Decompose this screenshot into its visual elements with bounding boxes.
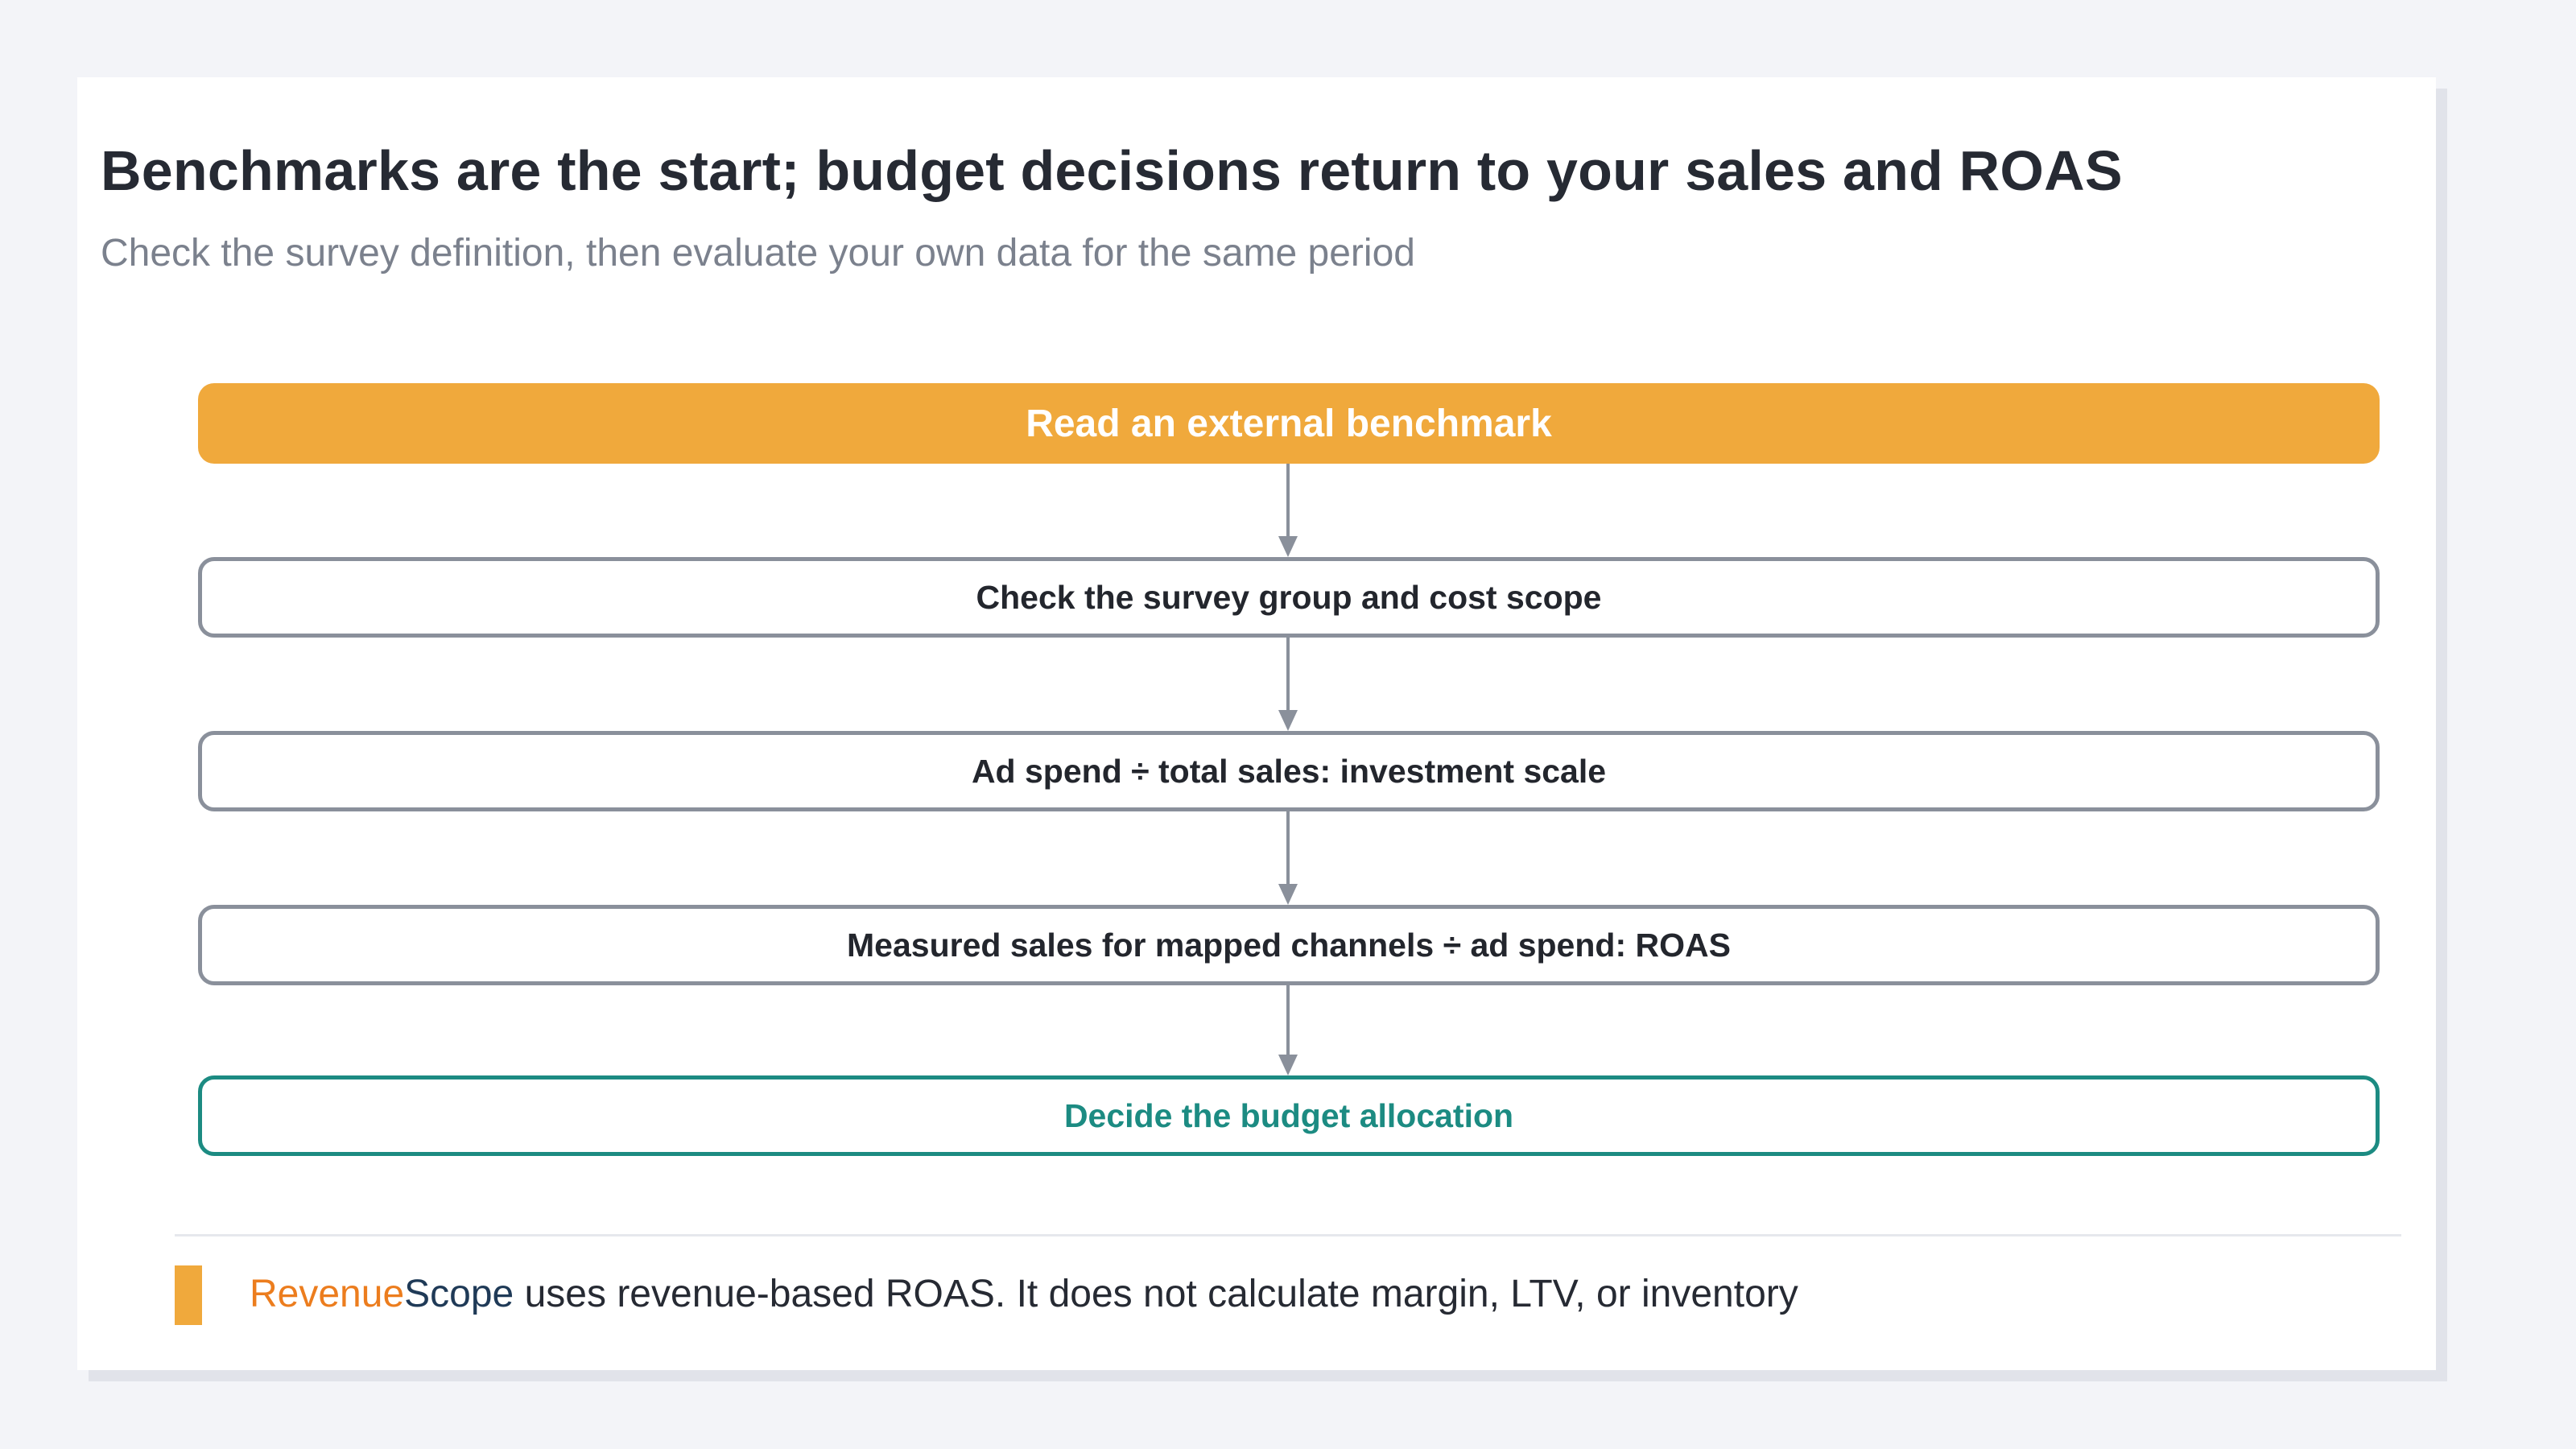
- slide-subtitle: Check the survey definition, then evalua…: [101, 232, 1415, 275]
- flow-step-check-survey: Check the survey group and cost scope: [198, 557, 2380, 638]
- footnote-accent-bar: [175, 1265, 202, 1325]
- slide-title: Benchmarks are the start; budget decisio…: [101, 139, 2123, 202]
- flow-arrow-1: [1278, 464, 1298, 557]
- flow-step-label: Check the survey group and cost scope: [976, 578, 1602, 616]
- flow-step-budget-allocation: Decide the budget allocation: [198, 1075, 2380, 1156]
- footnote-text: uses revenue-based ROAS. It does not cal…: [514, 1273, 1798, 1315]
- footer-divider: [175, 1234, 2401, 1236]
- footnote: RevenueScope uses revenue-based ROAS. It…: [250, 1272, 1798, 1316]
- flow-step-label: Ad spend ÷ total sales: investment scale: [971, 752, 1607, 790]
- flow-arrow-4: [1278, 982, 1298, 1075]
- flow-arrow-2: [1278, 638, 1298, 731]
- brand-name-part2: Scope: [404, 1273, 514, 1315]
- flow-step-read-benchmark: Read an external benchmark: [198, 383, 2380, 464]
- flow-step-label: Measured sales for mapped channels ÷ ad …: [847, 926, 1731, 964]
- flow-step-investment-scale: Ad spend ÷ total sales: investment scale: [198, 731, 2380, 811]
- flow-arrow-3: [1278, 811, 1298, 905]
- flow-step-roas: Measured sales for mapped channels ÷ ad …: [198, 905, 2380, 985]
- flow-step-label: Read an external benchmark: [1026, 402, 1552, 445]
- brand-name-part1: Revenue: [250, 1273, 405, 1315]
- flow-step-label: Decide the budget allocation: [1063, 1096, 1514, 1134]
